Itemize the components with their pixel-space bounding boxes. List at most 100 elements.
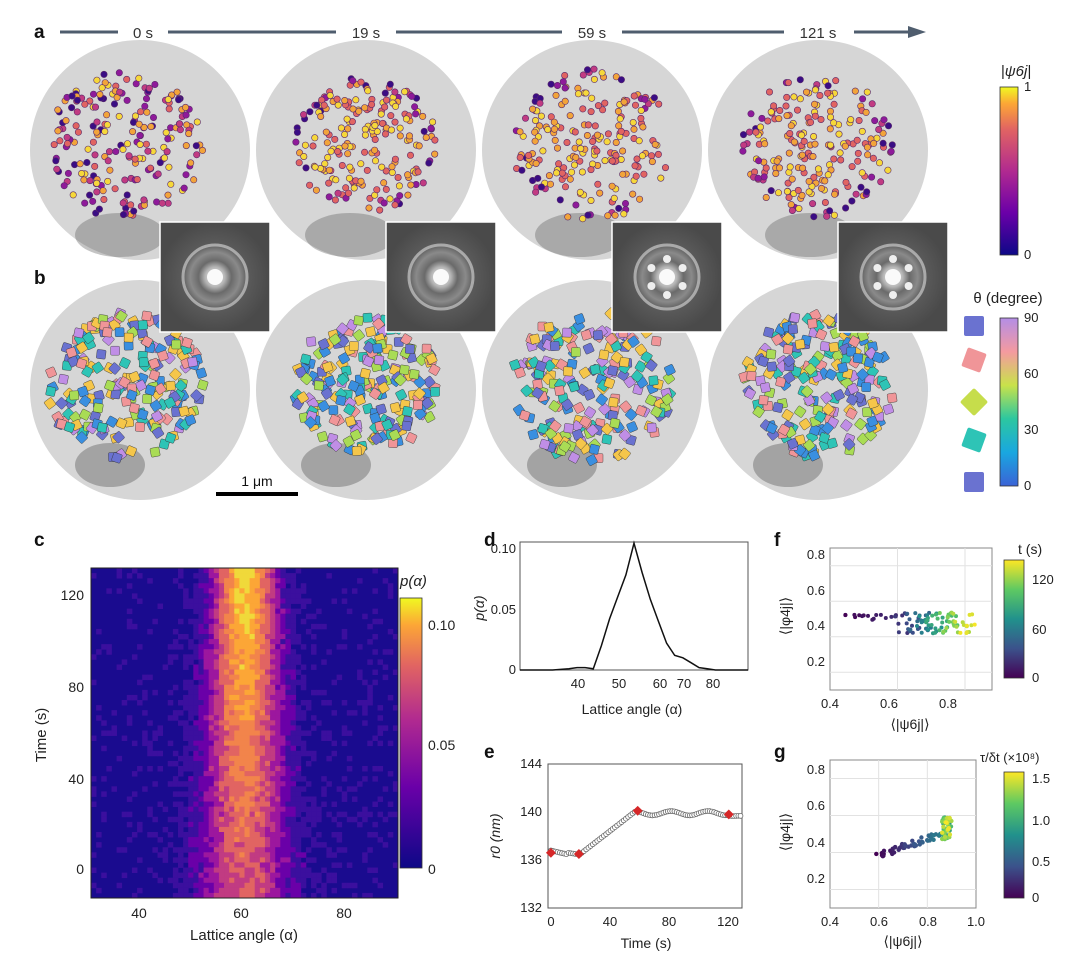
c-ylabel: Time (s) [33,708,50,762]
f-ytick-02: 0.2 [807,654,825,669]
e-ytick-140: 140 [520,804,542,819]
e-ytick-144: 144 [520,756,542,771]
f-point [878,612,883,617]
e-ylabel: r0 (nm) [487,813,503,858]
f-ylabel: ⟨|φ4j|⟩ [777,597,793,635]
g-point [874,851,879,857]
f-point [870,617,875,622]
panel-f-scatter: 0.4 0.6 0.8 ⟨|ψ6j|⟩ 0.2 0.4 0.6 0.8 ⟨|φ4… [777,541,1054,732]
f-colorbar-tick-120: 120 [1032,572,1054,587]
f-point [925,618,930,622]
c-ytick-80: 80 [68,679,84,695]
g-point [946,826,951,831]
theta-tick-30: 30 [1024,422,1038,437]
panel-label-b: b [34,268,46,289]
f-point [915,627,920,631]
theta-tick-90: 90 [1024,310,1038,325]
d-ylabel: p(α) [471,595,487,621]
particles-b-1 [289,312,441,456]
f-colorbar-title: t (s) [1018,541,1042,557]
g-colorbar-tick-05: 0.5 [1032,854,1050,869]
g-point [942,834,948,839]
f-point [933,612,938,617]
f-xtick-04: 0.4 [821,696,839,711]
particles-a-1 [292,75,439,214]
f-point [915,624,919,628]
particles-b-2 [509,307,676,466]
f-point [964,631,969,635]
g-point [920,840,925,845]
f-point [908,627,913,632]
f-point [926,623,931,628]
g-point [891,850,897,855]
f-point [896,621,901,626]
g-xtick-04: 0.4 [821,914,839,929]
e-xlabel: Time (s) [621,935,672,951]
theta-example-90 [964,472,984,492]
f-ytick-08: 0.8 [807,547,825,562]
d-series-line [520,540,748,671]
f-point [874,613,879,617]
theta-colorbar-title: θ (degree) [973,290,1042,307]
f-point [961,623,966,627]
timeline: 0 s 19 s 59 s 121 s [60,20,926,44]
f-point [929,623,934,627]
timeline-label-121s: 121 s [800,25,837,42]
g-point [931,833,936,838]
f-point [910,623,914,628]
g-point [881,853,886,858]
f-point [900,613,905,618]
micrograph-panels: 1 μm |ψ6j| 1 0 θ (degree) 90 60 30 0 [30,40,1043,500]
c-xtick-40: 40 [131,905,147,921]
g-xlabel: ⟨|ψ6j|⟩ [883,933,922,949]
d-xtick-40: 40 [571,676,585,691]
f-point [917,614,922,619]
psi-colorbar-max: 1 [1024,79,1031,94]
f-point [967,612,972,617]
theta-example-20 [961,347,987,373]
f-point [926,627,931,632]
particles-a-0 [50,69,207,219]
g-xtick-08: 0.8 [919,914,937,929]
c-xlabel: Lattice angle (α) [190,927,298,944]
psi-colorbar [999,86,1019,256]
g-point [919,835,924,840]
f-point [940,620,945,625]
psi-colorbar-min: 0 [1024,247,1031,262]
f-point [941,629,946,634]
e-xtick-40: 40 [603,914,617,929]
timeline-label-59s: 59 s [578,25,606,42]
c-colorbar-title: p(α) [399,573,427,590]
g-point [941,824,946,829]
panel-label-a: a [34,22,45,43]
panel-label-g: g [774,742,786,763]
g-point [947,815,952,821]
f-point [945,615,950,620]
f-ytick-06: 0.6 [807,583,825,598]
particles-a-3 [739,76,896,221]
panel-c-heatmap: 40 60 80 Lattice angle (α) 0 40 80 120 T… [33,567,455,944]
g-ytick-08: 0.8 [807,762,825,777]
f-point [937,611,942,615]
g-point [881,848,887,853]
f-point [930,613,935,618]
scale-bar-label: 1 μm [241,473,272,489]
f-point [951,611,956,616]
panel-label-c: c [34,530,45,551]
f-point [953,619,958,624]
f-point [866,613,870,618]
f-point [954,614,958,619]
theta-tick-60: 60 [1024,366,1038,381]
e-xtick-80: 80 [662,914,676,929]
f-point [964,623,969,628]
d-ytick-010: 0.10 [491,541,516,556]
g-point [947,832,953,837]
f-point [896,630,901,635]
psi-colorbar-title: |ψ6j| [1001,63,1031,80]
c-xtick-60: 60 [233,905,249,921]
f-point [944,626,949,630]
c-xtick-80: 80 [336,905,352,921]
f-point [843,613,848,618]
f-point [939,625,944,630]
f-point [933,626,938,631]
